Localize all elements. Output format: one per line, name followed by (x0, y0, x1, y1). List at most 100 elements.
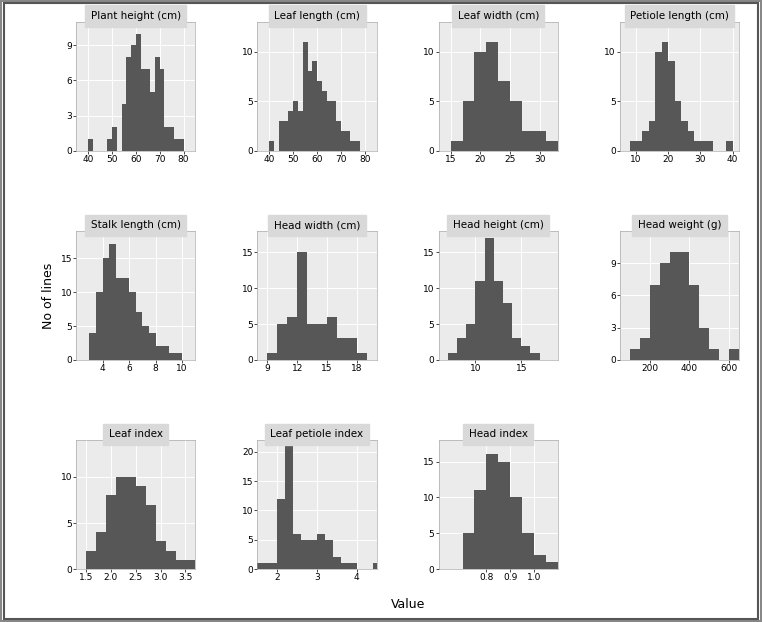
Bar (690, 285, 700, 360)
Bar (126, 477, 136, 569)
Bar (511, 498, 522, 569)
Title: Plant height (cm): Plant height (cm) (91, 11, 181, 21)
Title: Leaf index: Leaf index (109, 429, 163, 439)
Bar (96, 532, 106, 569)
Bar (297, 253, 307, 360)
Bar (485, 238, 494, 360)
Bar (642, 131, 649, 151)
Title: Leaf petiole index: Leaf petiole index (271, 429, 363, 439)
Bar (136, 34, 140, 151)
Bar (322, 91, 327, 151)
Bar (312, 62, 317, 151)
Bar (511, 101, 522, 151)
Bar (89, 333, 96, 360)
Bar (687, 131, 694, 151)
Bar (112, 128, 117, 151)
Bar (258, 564, 269, 569)
Bar (325, 540, 333, 569)
Bar (169, 353, 175, 360)
Bar (630, 349, 640, 360)
Bar (546, 562, 558, 569)
Bar (475, 490, 486, 569)
Bar (463, 533, 475, 569)
Bar (670, 253, 680, 360)
Bar (729, 349, 739, 360)
Bar (373, 564, 381, 569)
Title: Stalk length (cm): Stalk length (cm) (91, 220, 181, 230)
Title: Head width (cm): Head width (cm) (274, 220, 360, 230)
Bar (341, 131, 346, 151)
Bar (355, 141, 360, 151)
Title: Leaf width (cm): Leaf width (cm) (458, 11, 539, 21)
Bar (109, 244, 116, 360)
Bar (103, 258, 109, 360)
Title: Petiole length (cm): Petiole length (cm) (630, 11, 729, 21)
Bar (700, 328, 709, 360)
Bar (317, 534, 325, 569)
Bar (486, 42, 498, 151)
Bar (88, 139, 93, 151)
Bar (169, 128, 174, 151)
Bar (668, 62, 674, 151)
Bar (155, 542, 165, 569)
Bar (333, 557, 341, 569)
Bar (142, 326, 149, 360)
Bar (123, 279, 130, 360)
Bar (175, 353, 182, 360)
Bar (327, 101, 331, 151)
Bar (165, 128, 169, 151)
Bar (155, 57, 160, 151)
Bar (486, 455, 498, 569)
Bar (136, 486, 146, 569)
Bar (277, 324, 287, 360)
Title: Head weight (g): Head weight (g) (638, 220, 722, 230)
Bar (160, 68, 165, 151)
Bar (283, 121, 289, 151)
Bar (662, 42, 668, 151)
Bar (289, 111, 293, 151)
Bar (116, 477, 126, 569)
Bar (287, 317, 297, 360)
Bar (498, 81, 511, 151)
Bar (521, 346, 530, 360)
Bar (269, 141, 274, 151)
Bar (347, 338, 357, 360)
Bar (277, 499, 285, 569)
Bar (512, 338, 521, 360)
Bar (126, 57, 131, 151)
Bar (534, 131, 546, 151)
Bar (650, 285, 660, 360)
Bar (649, 121, 655, 151)
Bar (146, 68, 150, 151)
Bar (636, 141, 642, 151)
Bar (341, 564, 349, 569)
Bar (317, 81, 322, 151)
Bar (317, 324, 327, 360)
Bar (307, 324, 317, 360)
Bar (174, 139, 179, 151)
Bar (121, 104, 126, 151)
Bar (463, 101, 475, 151)
Bar (660, 263, 670, 360)
Bar (165, 550, 175, 569)
Bar (131, 45, 136, 151)
Bar (494, 281, 503, 360)
Bar (327, 317, 337, 360)
Bar (640, 338, 650, 360)
Bar (522, 533, 534, 569)
Bar (674, 101, 681, 151)
Bar (331, 101, 336, 151)
Bar (150, 92, 155, 151)
Bar (448, 353, 457, 360)
Bar (681, 121, 687, 151)
Bar (726, 141, 733, 151)
Bar (629, 141, 636, 151)
Bar (162, 346, 169, 360)
Bar (136, 312, 142, 360)
Bar (269, 564, 277, 569)
Bar (185, 560, 195, 569)
Bar (293, 534, 301, 569)
Bar (285, 446, 293, 569)
Bar (140, 68, 146, 151)
Bar (303, 42, 308, 151)
